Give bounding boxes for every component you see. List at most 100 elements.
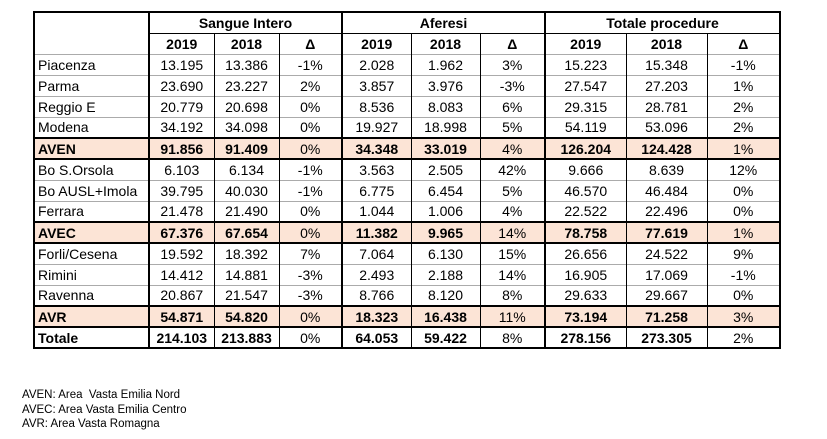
value-cell: 53.096 [625, 116, 707, 138]
value-cell: 27.547 [544, 74, 626, 96]
value-cell: 21.490 [213, 200, 279, 222]
value-cell: 34.098 [213, 116, 279, 138]
value-cell: 213.883 [213, 326, 279, 348]
row-label: Totale [34, 326, 149, 348]
delta-cell: 0% [706, 200, 780, 222]
value-cell: 18.998 [410, 116, 480, 138]
value-cell: 214.103 [148, 326, 214, 348]
table-row: AVR 54.871 54.820 0% 18.323 16.438 11% 73.194 71… [34, 305, 780, 328]
footnote: AVR: Area Vasta Romagna [22, 418, 160, 430]
year-header: 2018 [625, 33, 707, 54]
table-row: Parma 23.690 23.227 2% 3.857 3.976 -3% 27.547 27… [34, 74, 780, 96]
value-cell: 6.454 [410, 179, 480, 201]
value-cell: 19.927 [341, 116, 411, 138]
row-label: AVEC [34, 221, 149, 244]
table-row: Reggio E 20.779 20.698 0% 8.536 8.083 6% 29.315… [34, 95, 780, 117]
value-cell: 91.409 [213, 137, 279, 160]
delta-cell: 11% [479, 305, 545, 328]
value-cell: 54.820 [213, 305, 279, 328]
delta-cell: 5% [479, 116, 545, 138]
value-cell: 26.656 [544, 242, 626, 264]
value-cell: 34.348 [341, 137, 411, 160]
delta-cell: -1% [278, 53, 342, 75]
value-cell: 17.069 [625, 263, 707, 285]
value-cell: 91.856 [148, 137, 214, 160]
year-header: 2019 [544, 33, 626, 54]
table-row: Piacenza 13.195 13.386 -1% 2.028 1.962 3% 15.22… [34, 53, 780, 75]
group-header-totale-procedure: Totale procedure [544, 12, 780, 34]
value-cell: 21.547 [213, 284, 279, 306]
table-row: Ferrara 21.478 21.490 0% 1.044 1.006 4% 22.522 2… [34, 200, 780, 222]
value-cell: 6.134 [213, 158, 279, 180]
delta-cell: 0% [278, 200, 342, 222]
value-cell: 11.382 [341, 221, 411, 244]
value-cell: 7.064 [341, 242, 411, 264]
value-cell: 6.130 [410, 242, 480, 264]
value-cell: 29.633 [544, 284, 626, 306]
row-label: Bo S.Orsola [34, 158, 149, 180]
row-label: Piacenza [34, 53, 149, 75]
group-header-sangue-intero: Sangue Intero [148, 12, 342, 34]
delta-cell: -1% [706, 53, 780, 75]
delta-cell: 0% [278, 95, 342, 117]
value-cell: 6.775 [341, 179, 411, 201]
value-cell: 3.857 [341, 74, 411, 96]
value-cell: 59.422 [410, 326, 480, 348]
delta-cell: 0% [278, 305, 342, 328]
delta-cell: 15% [479, 242, 545, 264]
row-label: Forli/Cesena [34, 242, 149, 264]
delta-cell: -1% [278, 179, 342, 201]
row-label: AVEN [34, 137, 149, 160]
value-cell: 6.103 [148, 158, 214, 180]
delta-cell: 42% [479, 158, 545, 180]
delta-header: Δ [706, 33, 780, 54]
year-header: 2018 [410, 33, 480, 54]
delta-cell: 8% [479, 326, 545, 348]
table-row: Modena 34.192 34.098 0% 19.927 18.998 5% 54.119… [34, 116, 780, 138]
year-header: 2018 [213, 33, 279, 54]
value-cell: 71.258 [625, 305, 707, 328]
delta-cell: -1% [278, 158, 342, 180]
value-cell: 46.570 [544, 179, 626, 201]
delta-cell: 9% [706, 242, 780, 264]
value-cell: 13.386 [213, 53, 279, 75]
value-cell: 20.698 [213, 95, 279, 117]
value-cell: 2.028 [341, 53, 411, 75]
delta-cell: 2% [278, 74, 342, 96]
row-label: Ferrara [34, 200, 149, 222]
value-cell: 77.619 [625, 221, 707, 244]
delta-cell: 3% [479, 53, 545, 75]
value-cell: 54.871 [148, 305, 214, 328]
year-header: 2019 [341, 33, 411, 54]
delta-cell: 0% [706, 179, 780, 201]
table-row: AVEC 67.376 67.654 0% 11.382 9.965 14% 78.758 77… [34, 221, 780, 244]
delta-cell: 0% [278, 326, 342, 348]
value-cell: 278.156 [544, 326, 626, 348]
table-body: Piacenza 13.195 13.386 -1% 2.028 1.962 3% 15.22… [34, 53, 780, 348]
delta-cell: 4% [479, 137, 545, 160]
value-cell: 3.563 [341, 158, 411, 180]
value-cell: 78.758 [544, 221, 626, 244]
value-cell: 9.666 [544, 158, 626, 180]
delta-cell: 5% [479, 179, 545, 201]
delta-cell: 0% [278, 137, 342, 160]
value-cell: 33.019 [410, 137, 480, 160]
table-row: Bo S.Orsola 6.103 6.134 -1% 3.563 2.505 42% 9.6… [34, 158, 780, 180]
value-cell: 40.030 [213, 179, 279, 201]
blood-procedures-table: Sangue Intero Aferesi Totale procedure 2… [33, 11, 781, 349]
delta-cell: 6% [479, 95, 545, 117]
value-cell: 27.203 [625, 74, 707, 96]
delta-header: Δ [479, 33, 545, 54]
delta-cell: -3% [479, 74, 545, 96]
value-cell: 34.192 [148, 116, 214, 138]
group-header-row: Sangue Intero Aferesi Totale procedure [34, 12, 780, 34]
value-cell: 16.438 [410, 305, 480, 328]
value-cell: 19.592 [148, 242, 214, 264]
value-cell: 29.667 [625, 284, 707, 306]
delta-cell: -3% [278, 284, 342, 306]
value-cell: 8.120 [410, 284, 480, 306]
value-cell: 20.779 [148, 95, 214, 117]
value-cell: 14.881 [213, 263, 279, 285]
value-cell: 15.223 [544, 53, 626, 75]
